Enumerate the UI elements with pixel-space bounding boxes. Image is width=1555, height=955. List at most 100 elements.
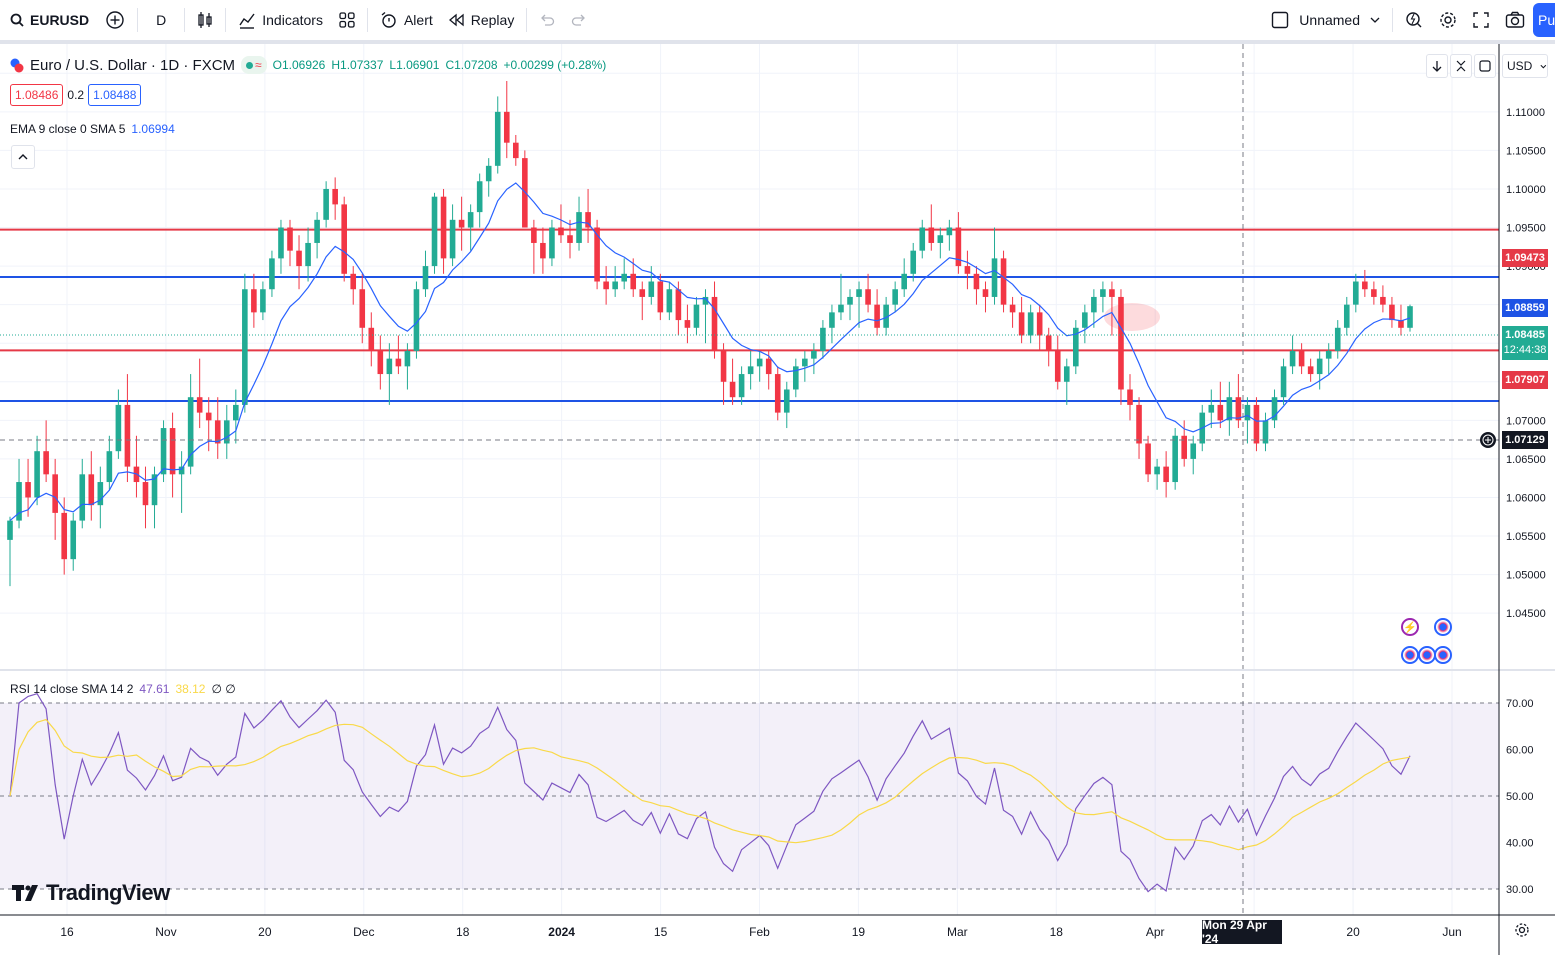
- tradingview-logo[interactable]: TradingView: [12, 880, 170, 906]
- symbol-label: EURUSD: [30, 12, 90, 28]
- candle-body: [395, 358, 402, 367]
- candle-body: [603, 281, 609, 290]
- rsi-axis-ticks: 70.00 60.00 50.00 40.00 30.00: [1506, 698, 1534, 896]
- rewind-icon: [448, 13, 464, 27]
- rsi-extra: ∅ ∅: [211, 682, 236, 696]
- replay-button[interactable]: Replay: [441, 0, 523, 40]
- gear-icon[interactable]: [1514, 922, 1530, 938]
- candle-body: [567, 235, 573, 243]
- flag-icon: [10, 58, 24, 73]
- chart-canvas[interactable]: 1.115001.110001.105001.100001.095001.090…: [0, 44, 1555, 955]
- time-tick-label: Mar: [947, 925, 968, 939]
- candle-body: [1172, 435, 1178, 483]
- candle-body: [1325, 350, 1332, 359]
- rsi-tick-label: 70.00: [1506, 698, 1534, 710]
- candle-body: [883, 304, 889, 328]
- price-tick-label: 1.05500: [1506, 531, 1546, 543]
- candle-body: [1235, 397, 1242, 421]
- settings-button[interactable]: [1431, 0, 1465, 40]
- redo-button[interactable]: [563, 0, 595, 40]
- candle-body: [1398, 320, 1404, 328]
- rsi-tick-label: 30.00: [1506, 884, 1534, 896]
- symbol-search[interactable]: EURUSD: [0, 0, 97, 40]
- toolbar-divider: [184, 8, 186, 32]
- event-us-flag-icon[interactable]: [1434, 646, 1452, 664]
- candle-body: [404, 350, 411, 367]
- chart-area[interactable]: 1.115001.110001.105001.100001.095001.090…: [0, 44, 1555, 955]
- current-price-value: 1.08485: [1505, 329, 1545, 341]
- replay-label: Replay: [470, 12, 515, 28]
- candle-body: [1190, 443, 1197, 459]
- candle-body: [1054, 350, 1061, 382]
- candle-body: [1244, 404, 1251, 421]
- collapse-pane-button[interactable]: [1450, 54, 1472, 78]
- candle-body: [982, 289, 989, 297]
- add-alert-button[interactable]: [1480, 432, 1496, 448]
- rsi-legend[interactable]: RSI 14 close SMA 14 2 47.61 38.12 ∅ ∅: [10, 682, 236, 696]
- candle-body: [503, 111, 510, 143]
- toolbar-divider: [137, 8, 139, 32]
- candle-body: [269, 258, 275, 290]
- price-tag-upper-red: 1.09473: [1502, 249, 1548, 267]
- ohlc-close: C1.07208: [445, 58, 498, 72]
- ema-legend[interactable]: EMA 9 close 0 SMA 5 1.06994: [10, 122, 175, 136]
- rsi-sma-value: 38.12: [175, 682, 206, 696]
- candle-body: [702, 296, 709, 305]
- templates-button[interactable]: [331, 0, 363, 40]
- candle-body: [621, 273, 627, 282]
- undo-button[interactable]: [531, 0, 563, 40]
- time-tick-label: 16: [60, 925, 74, 939]
- candle-body: [783, 389, 790, 413]
- indicators-button[interactable]: Indicators: [230, 0, 331, 40]
- candle-body: [1407, 306, 1413, 328]
- candle-body: [1343, 304, 1350, 328]
- maximize-pane-button[interactable]: [1474, 54, 1496, 78]
- compare-button[interactable]: [97, 0, 133, 40]
- candle-body: [1334, 327, 1341, 351]
- candle-body: [594, 227, 600, 282]
- layout-button[interactable]: Unnamed: [1263, 0, 1388, 40]
- trade-buttons: 1.08486 0.2 1.08488: [10, 84, 142, 106]
- rsi-guide-lines: [0, 702, 1499, 890]
- currency-label: USD: [1507, 59, 1533, 73]
- market-status[interactable]: ≈: [241, 56, 267, 74]
- alert-label: Alert: [403, 12, 433, 28]
- publish-button[interactable]: Pu: [1533, 3, 1555, 37]
- time-tick-label: 20: [1346, 925, 1360, 939]
- chevron-down-icon: [1370, 17, 1380, 23]
- chart-type-button[interactable]: [189, 0, 221, 40]
- snapshot-button[interactable]: [1497, 0, 1533, 40]
- event-us-flag-icon[interactable]: [1401, 646, 1419, 664]
- symbol-legend[interactable]: Euro / U.S. Dollar · 1D · FXCM ≈ O1.0692…: [10, 56, 606, 74]
- market-open-dot: [246, 61, 254, 69]
- indicators-label: Indicators: [262, 12, 323, 28]
- candle-body: [233, 404, 239, 421]
- candle-body: [368, 327, 375, 351]
- toolbar-divider: [526, 8, 528, 32]
- candle-body: [485, 165, 492, 182]
- event-lightning-icon[interactable]: ⚡: [1401, 618, 1419, 636]
- interval-button[interactable]: D: [142, 0, 180, 40]
- scroll-down-button[interactable]: [1426, 54, 1448, 78]
- price-tick-label: 1.10000: [1506, 184, 1546, 196]
- candle-body: [386, 358, 393, 375]
- ema-line: [9, 182, 1411, 522]
- buy-button[interactable]: 1.08488: [88, 84, 142, 106]
- candle-body: [820, 327, 826, 351]
- event-us-flag-icon[interactable]: [1434, 618, 1452, 636]
- candle-body: [16, 482, 22, 521]
- candle-body: [1208, 404, 1215, 413]
- indicators-icon: [239, 13, 255, 29]
- sell-button[interactable]: 1.08486: [10, 84, 64, 106]
- currency-select[interactable]: USD: [1502, 54, 1548, 78]
- quick-search-button[interactable]: [1397, 0, 1431, 40]
- candle-body: [88, 474, 95, 506]
- fullscreen-button[interactable]: [1465, 0, 1497, 40]
- candle-body: [34, 451, 40, 498]
- horizontal-lines: [0, 228, 1499, 403]
- candle-body: [513, 142, 519, 159]
- candle-body: [413, 289, 420, 351]
- alert-button[interactable]: Alert: [372, 0, 441, 40]
- collapse-legend-button[interactable]: [11, 145, 35, 169]
- price-tick-label: 1.10500: [1506, 145, 1546, 157]
